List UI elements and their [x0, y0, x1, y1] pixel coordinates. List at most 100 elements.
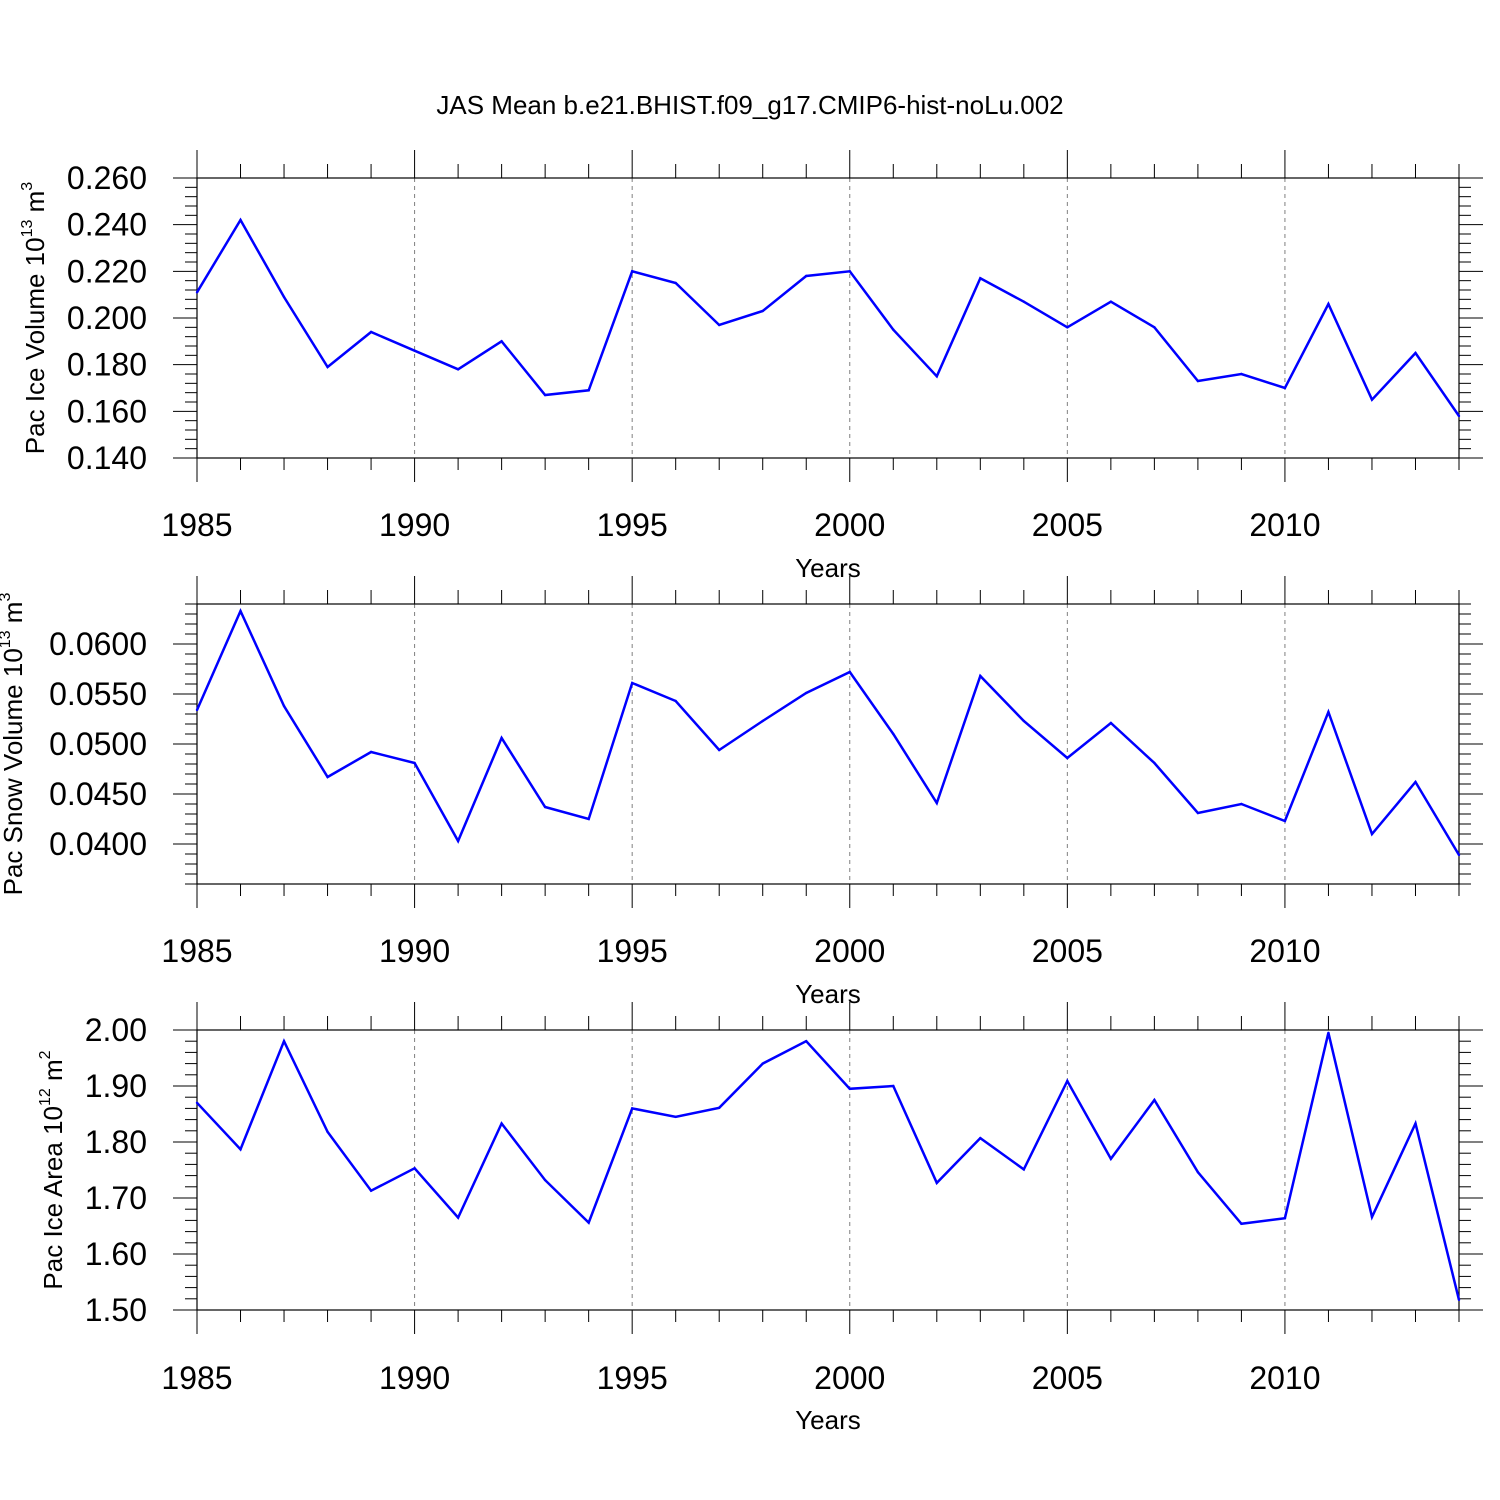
data-point	[1414, 780, 1417, 784]
x-tick-label: 2000	[814, 507, 885, 543]
x-tick-label: 1995	[597, 933, 668, 969]
y-tick-label: 0.140	[67, 440, 147, 476]
data-point	[369, 1189, 373, 1192]
data-point	[587, 389, 590, 392]
y-tick-label: 0.0550	[49, 676, 147, 712]
data-point	[587, 817, 590, 821]
y-tick-label: 0.200	[67, 300, 147, 336]
y-axis-title-superscript: 13	[0, 630, 14, 648]
y-axis-title-superscript: 2	[37, 1050, 54, 1059]
data-point	[1370, 398, 1374, 401]
y-axis-title-superscript: 3	[0, 593, 14, 602]
data-point	[1066, 326, 1069, 329]
data-point	[630, 1107, 634, 1110]
y-tick-label: 2.00	[85, 1012, 147, 1048]
data-point	[892, 328, 895, 331]
x-tick-label: 1995	[597, 507, 668, 543]
data-point	[1370, 1215, 1374, 1219]
y-tick-label: 0.0500	[49, 726, 147, 762]
x-tick-label: 1985	[161, 507, 232, 543]
data-point	[1240, 1222, 1243, 1225]
data-point	[1414, 1122, 1417, 1125]
x-tick-label: 2010	[1249, 933, 1320, 969]
data-point	[1240, 802, 1243, 806]
chart-title: JAS Mean b.e21.BHIST.f09_g17.CMIP6-hist-…	[436, 90, 1063, 120]
data-point	[195, 291, 199, 294]
x-tick-label: 2000	[814, 1360, 885, 1396]
x-tick-label: 2010	[1249, 1360, 1320, 1396]
data-point	[282, 1040, 286, 1043]
x-axis-title: Years	[795, 553, 861, 583]
x-tick-label: 2000	[814, 933, 885, 969]
data-point	[413, 1167, 416, 1170]
data-point	[761, 719, 764, 723]
data-point	[587, 1221, 590, 1224]
data-point	[195, 708, 199, 712]
data-point	[1109, 721, 1113, 725]
y-tick-label: 1.80	[85, 1124, 147, 1160]
data-point	[805, 274, 808, 278]
data-point	[1153, 761, 1156, 765]
y-axis-title-superscript: 12	[37, 1088, 54, 1106]
x-tick-label: 1985	[161, 933, 232, 969]
data-point	[979, 674, 982, 678]
x-tick-label: 2005	[1032, 1360, 1103, 1396]
x-tick-label: 2010	[1249, 507, 1320, 543]
y-tick-label: 0.220	[67, 253, 147, 289]
data-point	[456, 368, 460, 371]
y-tick-label: 0.180	[67, 347, 147, 383]
y-axis-title-text: Pac Ice Volume 10	[20, 237, 50, 454]
data-point	[935, 1181, 938, 1185]
y-axis-title: Pac Snow Volume 1013 m3	[0, 593, 28, 896]
y-tick-label: 0.240	[67, 207, 147, 243]
data-point	[239, 1148, 242, 1151]
x-tick-label: 2005	[1032, 507, 1103, 543]
data-point	[1109, 300, 1113, 303]
data-point	[979, 277, 982, 280]
y-tick-label: 1.50	[85, 1292, 147, 1328]
data-point	[718, 748, 721, 752]
data-point	[543, 1178, 547, 1182]
data-point	[369, 750, 373, 754]
data-point	[718, 1106, 721, 1110]
y-axis-title: Pac Ice Volume 1013 m3	[19, 182, 50, 455]
data-point	[1283, 1216, 1287, 1220]
data-point	[282, 295, 286, 299]
data-point	[282, 704, 286, 708]
data-point	[326, 775, 329, 779]
data-point	[1327, 302, 1330, 306]
data-point	[892, 1084, 895, 1088]
data-point	[848, 270, 851, 273]
data-point	[543, 805, 547, 809]
data-point	[848, 670, 851, 674]
panel-2: 1985 1990 1995 2000 2005 2010 0.0400 0.0450 0.05…	[0, 576, 1483, 1009]
data-point	[1283, 819, 1287, 823]
data-point	[979, 1136, 982, 1140]
data-point	[1153, 1098, 1156, 1102]
data-point	[674, 281, 677, 285]
data-point	[326, 1130, 329, 1134]
data-point	[543, 393, 547, 397]
y-tick-label: 0.0450	[49, 776, 147, 812]
data-point	[1414, 351, 1417, 355]
data-point	[630, 270, 634, 273]
y-axis-title: Pac Ice Area 1012 m2	[37, 1050, 68, 1289]
data-point	[239, 218, 242, 222]
data-point	[1457, 853, 1461, 857]
data-point	[674, 1115, 677, 1119]
data-point	[1066, 756, 1069, 760]
data-point	[1327, 710, 1330, 714]
y-tick-label: 0.260	[67, 160, 147, 196]
data-point	[1240, 372, 1243, 376]
x-tick-label: 1990	[379, 933, 450, 969]
data-point	[1109, 1157, 1113, 1161]
y-axis-title-text: Pac Snow Volume 10	[0, 648, 28, 895]
data-point	[1022, 719, 1026, 723]
data-point	[1066, 1079, 1069, 1083]
data-point	[500, 340, 503, 343]
y-tick-label: 1.70	[85, 1180, 147, 1216]
x-tick-label: 1985	[161, 1360, 232, 1396]
data-point	[674, 699, 677, 703]
data-point	[1196, 1171, 1200, 1174]
